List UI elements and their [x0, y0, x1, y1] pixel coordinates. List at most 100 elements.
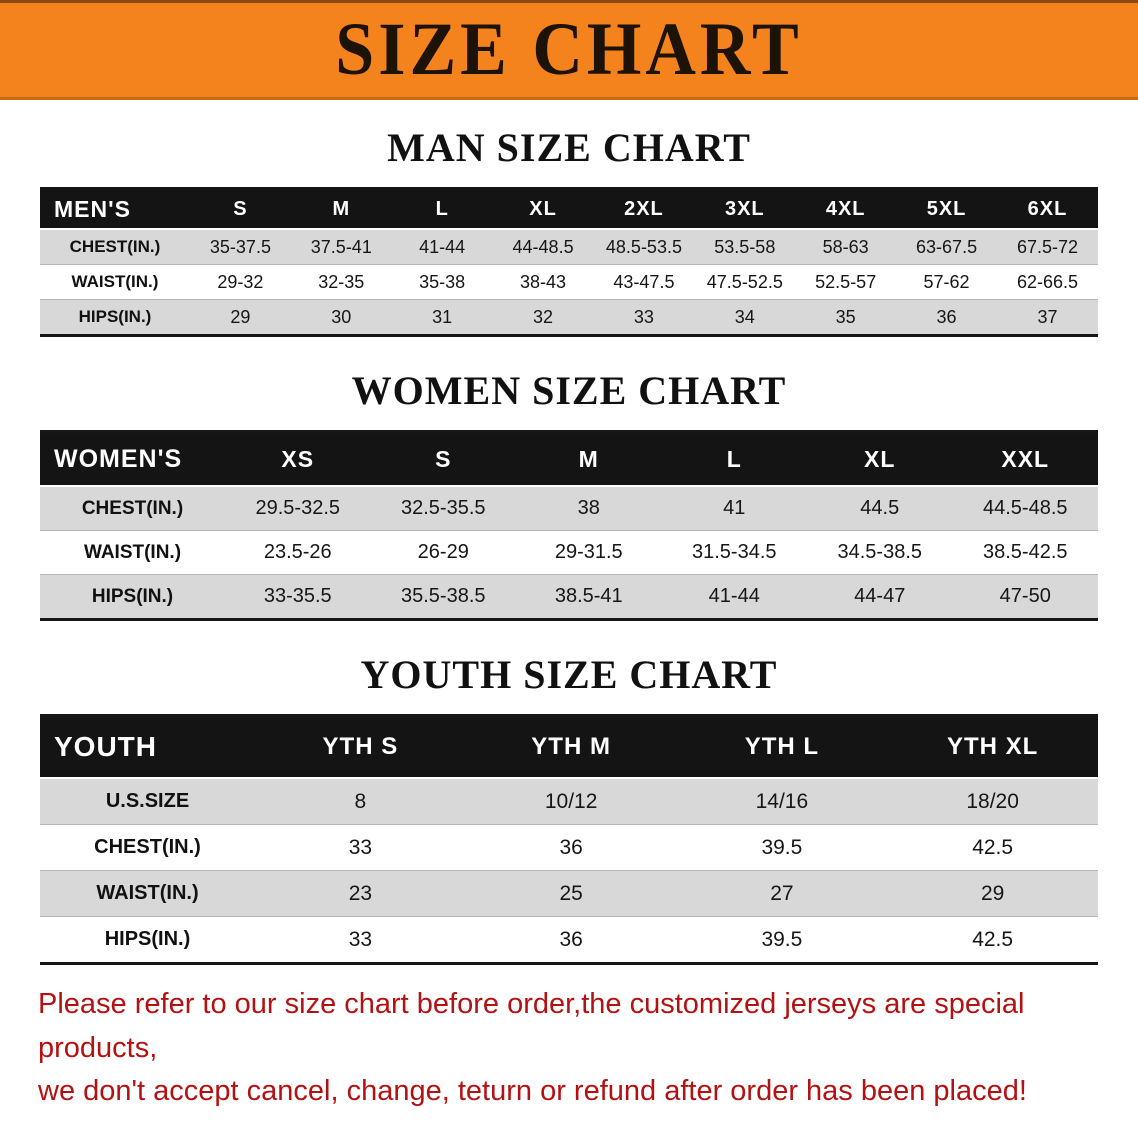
size-cell: 36: [559, 927, 583, 951]
column-header: XL: [529, 197, 557, 220]
notice-line-1: Please refer to our size chart before or…: [38, 988, 1025, 1064]
women-header-row: WOMEN'S XS S M L XL XXL: [40, 431, 1098, 486]
size-cell: 44.5-48.5: [982, 497, 1068, 519]
size-cell: 25: [559, 881, 583, 905]
youth-size-chart-section: YOUTH SIZE CHART YOUTH YTH S YTH M YTH L YTH …: [0, 651, 1138, 965]
size-cell: 42.5: [972, 927, 1014, 951]
column-header: L: [726, 445, 742, 472]
women-section-heading: WOMEN SIZE CHART: [351, 368, 787, 413]
size-cell: 39.5: [761, 927, 803, 951]
column-header: YTH XL: [946, 733, 1039, 760]
size-cell: 33: [348, 835, 373, 859]
youth-size-table: YOUTH YTH S YTH M YTH L YTH XL U.S.SIZE 8 10/12…: [40, 714, 1098, 965]
size-cell: 58-63: [822, 236, 869, 257]
row-label: HIPS(IN.): [104, 928, 191, 950]
size-cell: 43-47.5: [613, 271, 675, 292]
column-header: YTH S: [322, 733, 399, 760]
column-header: XL: [864, 445, 896, 472]
notice-line-2: we don't accept cancel, change, teturn o…: [38, 1075, 1027, 1107]
table-row: HIPS(IN.) 33-35.5 35.5-38.5 38.5-41 41-44 44-…: [40, 574, 1098, 620]
size-cell: 23.5-26: [263, 541, 332, 563]
size-cell: 67.5-72: [1016, 236, 1079, 257]
youth-section-heading: YOUTH SIZE CHART: [360, 652, 778, 697]
size-cell: 36: [936, 306, 957, 327]
row-label: CHEST(IN.): [81, 497, 184, 519]
size-cell: 41: [723, 497, 746, 519]
size-cell: 29-31.5: [554, 541, 623, 563]
size-cell: 30: [331, 306, 352, 327]
table-row: CHEST(IN.) 33 36 39.5 42.5: [40, 824, 1098, 871]
size-cell: 41-44: [708, 585, 760, 607]
women-corner-label: WOMEN'S: [54, 444, 183, 473]
column-header: XS: [281, 445, 315, 472]
table-row: WAIST(IN.) 23 25 27 29: [40, 870, 1098, 917]
size-cell: 37: [1037, 306, 1058, 327]
table-row: WAIST(IN.) 29-32 32-35 35-38 38-43 43-47.5 47.…: [40, 264, 1098, 300]
size-cell: 29: [230, 306, 251, 327]
size-cell: 31: [432, 306, 453, 327]
column-header: M: [578, 445, 599, 472]
size-cell: 33-35.5: [263, 585, 332, 607]
size-cell: 33: [633, 306, 654, 327]
table-row: CHEST(IN.) 29.5-32.5 32.5-35.5 38 41 44.5 44.5…: [40, 486, 1098, 531]
size-cell: 34.5-38.5: [837, 541, 922, 563]
column-header: 6XL: [1027, 197, 1068, 220]
size-cell: 42.5: [972, 835, 1014, 859]
size-cell: 44-48.5: [512, 236, 574, 257]
table-row: U.S.SIZE 8 10/12 14/16 18/20: [40, 778, 1098, 825]
row-label: CHEST(IN.): [94, 836, 201, 858]
footer-notice: Please refer to our size chart before or…: [38, 983, 1100, 1114]
column-header: YTH L: [744, 733, 820, 760]
size-cell: 62-66.5: [1016, 271, 1079, 292]
size-chart-sections: MAN SIZE CHART MEN'S S M L XL 2XL 3XL 4XL 5XL 6XL C…: [0, 124, 1138, 965]
size-cell: 35.5-38.5: [400, 585, 486, 607]
men-header-row: MEN'S S M L XL 2XL 3XL 4XL 5XL 6XL: [40, 188, 1098, 229]
row-label: HIPS(IN.): [78, 307, 152, 326]
size-cell: 63-67.5: [916, 236, 978, 257]
column-header: S: [233, 197, 248, 220]
column-header: XXL: [1001, 445, 1050, 472]
size-cell: 34: [734, 306, 755, 327]
size-cell: 23: [348, 881, 373, 905]
row-label: HIPS(IN.): [91, 585, 174, 607]
size-cell: 18/20: [966, 789, 1019, 813]
youth-header-row: YOUTH YTH S YTH M YTH L YTH XL: [40, 715, 1098, 778]
size-cell: 32-35: [318, 271, 365, 292]
size-cell: 29.5-32.5: [255, 497, 340, 519]
size-cell: 48.5-53.5: [605, 236, 682, 257]
column-header: YTH M: [531, 733, 611, 760]
table-row: HIPS(IN.) 33 36 39.5 42.5: [40, 916, 1098, 964]
men-size-table: MEN'S S M L XL 2XL 3XL 4XL 5XL 6XL CHEST(IN.) 35-37…: [40, 187, 1098, 337]
size-cell: 35-38: [419, 271, 466, 292]
page-title: SIZE CHART: [335, 7, 803, 92]
column-header: M: [332, 197, 351, 220]
column-header: L: [435, 197, 449, 220]
table-row: CHEST(IN.) 35-37.5 37.5-41 41-44 44-48.5 48.5…: [40, 229, 1098, 265]
size-cell: 37.5-41: [310, 236, 372, 257]
size-cell: 32.5-35.5: [400, 497, 486, 519]
size-cell: 47.5-52.5: [706, 271, 783, 292]
women-size-chart-section: WOMEN SIZE CHART WOMEN'S XS S M L XL XXL CHEST(I…: [0, 367, 1138, 621]
size-cell: 44.5: [860, 497, 900, 519]
size-cell: 35-37.5: [209, 236, 271, 257]
table-row: HIPS(IN.) 29 30 31 32 33 34 35 36 37: [40, 299, 1098, 336]
women-size-table: WOMEN'S XS S M L XL XXL CHEST(IN.) 29.5-32.5 32.5…: [40, 430, 1098, 621]
column-header: 5XL: [926, 197, 967, 220]
men-corner-label: MEN'S: [54, 195, 131, 222]
row-label: WAIST(IN.): [83, 541, 182, 563]
size-cell: 27: [770, 881, 794, 905]
table-row: WAIST(IN.) 23.5-26 26-29 29-31.5 31.5-34.5 34…: [40, 530, 1098, 575]
size-cell: 53.5-58: [714, 236, 776, 257]
size-cell: 31.5-34.5: [691, 541, 777, 563]
size-cell: 44-47: [854, 585, 906, 607]
size-cell: 52.5-57: [815, 271, 877, 292]
men-section-heading: MAN SIZE CHART: [387, 125, 751, 170]
youth-corner-label: YOUTH: [54, 731, 157, 762]
column-header: S: [435, 445, 452, 472]
size-cell: 38.5-42.5: [982, 541, 1068, 563]
size-cell: 41-44: [419, 236, 466, 257]
column-header: 3XL: [724, 197, 765, 220]
men-size-chart-section: MAN SIZE CHART MEN'S S M L XL 2XL 3XL 4XL 5XL 6XL C…: [0, 124, 1138, 337]
row-label: WAIST(IN.): [71, 272, 159, 291]
